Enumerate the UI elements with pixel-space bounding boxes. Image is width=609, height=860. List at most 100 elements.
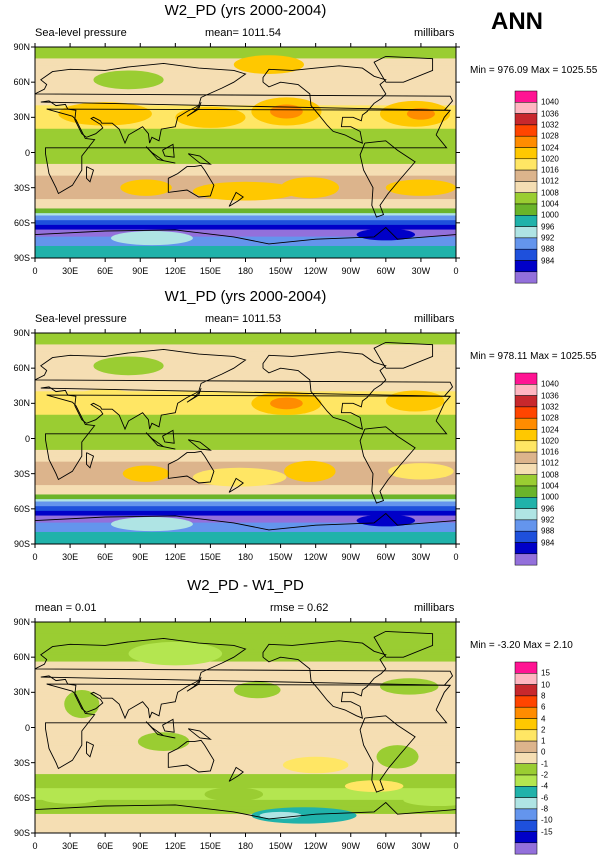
x-tick-label: 90E (132, 841, 149, 851)
field-band (35, 95, 456, 99)
field-band (35, 717, 456, 721)
x-tick-label: 0 (453, 841, 459, 851)
field-band (35, 628, 456, 632)
field-band (35, 506, 456, 510)
field-band (35, 536, 456, 540)
field-band (35, 785, 456, 789)
field-band (35, 517, 456, 521)
field-band (35, 670, 456, 674)
legend-swatch (514, 395, 538, 408)
field-band (35, 663, 456, 667)
coastline (186, 101, 202, 117)
legend-level-label: 1032 (541, 120, 559, 130)
x-tick-label: 120W (303, 266, 328, 276)
field-band (35, 112, 456, 116)
field-band (35, 339, 456, 343)
field-band (35, 163, 456, 167)
field-band (35, 813, 456, 817)
field-band (35, 128, 456, 132)
field-band (35, 654, 456, 658)
field-band (35, 652, 456, 656)
field-contour (385, 390, 445, 412)
field-band (35, 729, 456, 733)
legend-level-label: 8 (541, 691, 546, 701)
x-tick-label: 120E (164, 266, 186, 276)
field-band (35, 403, 456, 406)
x-tick-label: 90E (132, 552, 149, 562)
variable-label: Sea-level pressure (35, 27, 127, 39)
field-band (35, 53, 456, 57)
field-band (35, 81, 456, 85)
legend-level-label: 1028 (541, 413, 559, 423)
field-band (35, 351, 456, 355)
field-band (35, 421, 456, 425)
y-tick-label: 30S (13, 468, 30, 479)
field-band (35, 88, 456, 92)
field-contour (111, 231, 193, 246)
y-tick-label: 60S (13, 792, 30, 803)
field-band (35, 656, 456, 660)
field-band (35, 405, 456, 409)
field-band (35, 762, 456, 766)
field-band (35, 220, 456, 224)
field-band (35, 431, 456, 435)
field-band (35, 459, 456, 463)
field-band (35, 666, 456, 670)
field-band (35, 377, 456, 381)
field-band (35, 393, 456, 397)
coastline (35, 637, 454, 720)
field-band (35, 145, 456, 149)
field-band (35, 138, 456, 142)
x-tick-label: 150E (199, 552, 221, 562)
field-band (35, 703, 456, 707)
field-band (35, 213, 456, 217)
coastline (187, 728, 212, 740)
legend-swatch (514, 384, 538, 396)
coastline (359, 715, 416, 793)
coastline (145, 432, 176, 450)
coastline (35, 512, 456, 531)
field-band (35, 539, 456, 542)
field-band (35, 173, 456, 177)
field-band (35, 830, 456, 833)
field-band (35, 400, 456, 404)
field-contour (111, 517, 193, 532)
legend-swatch (514, 237, 538, 250)
legend-level-label: 1036 (541, 391, 559, 401)
field-band (35, 645, 456, 649)
field-band (35, 802, 456, 806)
y-tick-label: 90N (13, 42, 30, 52)
field-band (35, 635, 456, 639)
field-band (35, 713, 456, 717)
legend-swatch (514, 90, 538, 103)
x-tick-label: 150W (268, 841, 293, 851)
field-band (35, 124, 456, 128)
legend-level-label: 1036 (541, 109, 559, 119)
field-band (35, 452, 456, 456)
legend-swatch (514, 485, 538, 498)
legend-level-label: 988 (541, 244, 555, 254)
field-band (35, 736, 456, 740)
field-band (35, 77, 456, 81)
legend-level-label: 988 (541, 526, 555, 536)
field-band (35, 771, 456, 775)
field-band (35, 426, 456, 430)
legend-level-label: -15 (541, 827, 553, 836)
x-tick-label: 0 (32, 266, 38, 276)
x-tick-label: 60W (376, 841, 396, 851)
field-band (35, 419, 456, 423)
legend-swatch (514, 740, 538, 753)
field-contour (280, 177, 340, 199)
field-band (35, 499, 456, 503)
coastline (359, 140, 416, 218)
field-band (35, 677, 456, 681)
field-band (35, 741, 456, 745)
field-band (35, 241, 456, 245)
legend-swatch (514, 673, 538, 685)
field-band (35, 520, 456, 524)
coastline (228, 477, 244, 493)
x-tick-label: 60E (97, 841, 114, 851)
field-contour (270, 104, 303, 119)
legend-swatch (514, 831, 538, 844)
field-band (35, 442, 456, 446)
